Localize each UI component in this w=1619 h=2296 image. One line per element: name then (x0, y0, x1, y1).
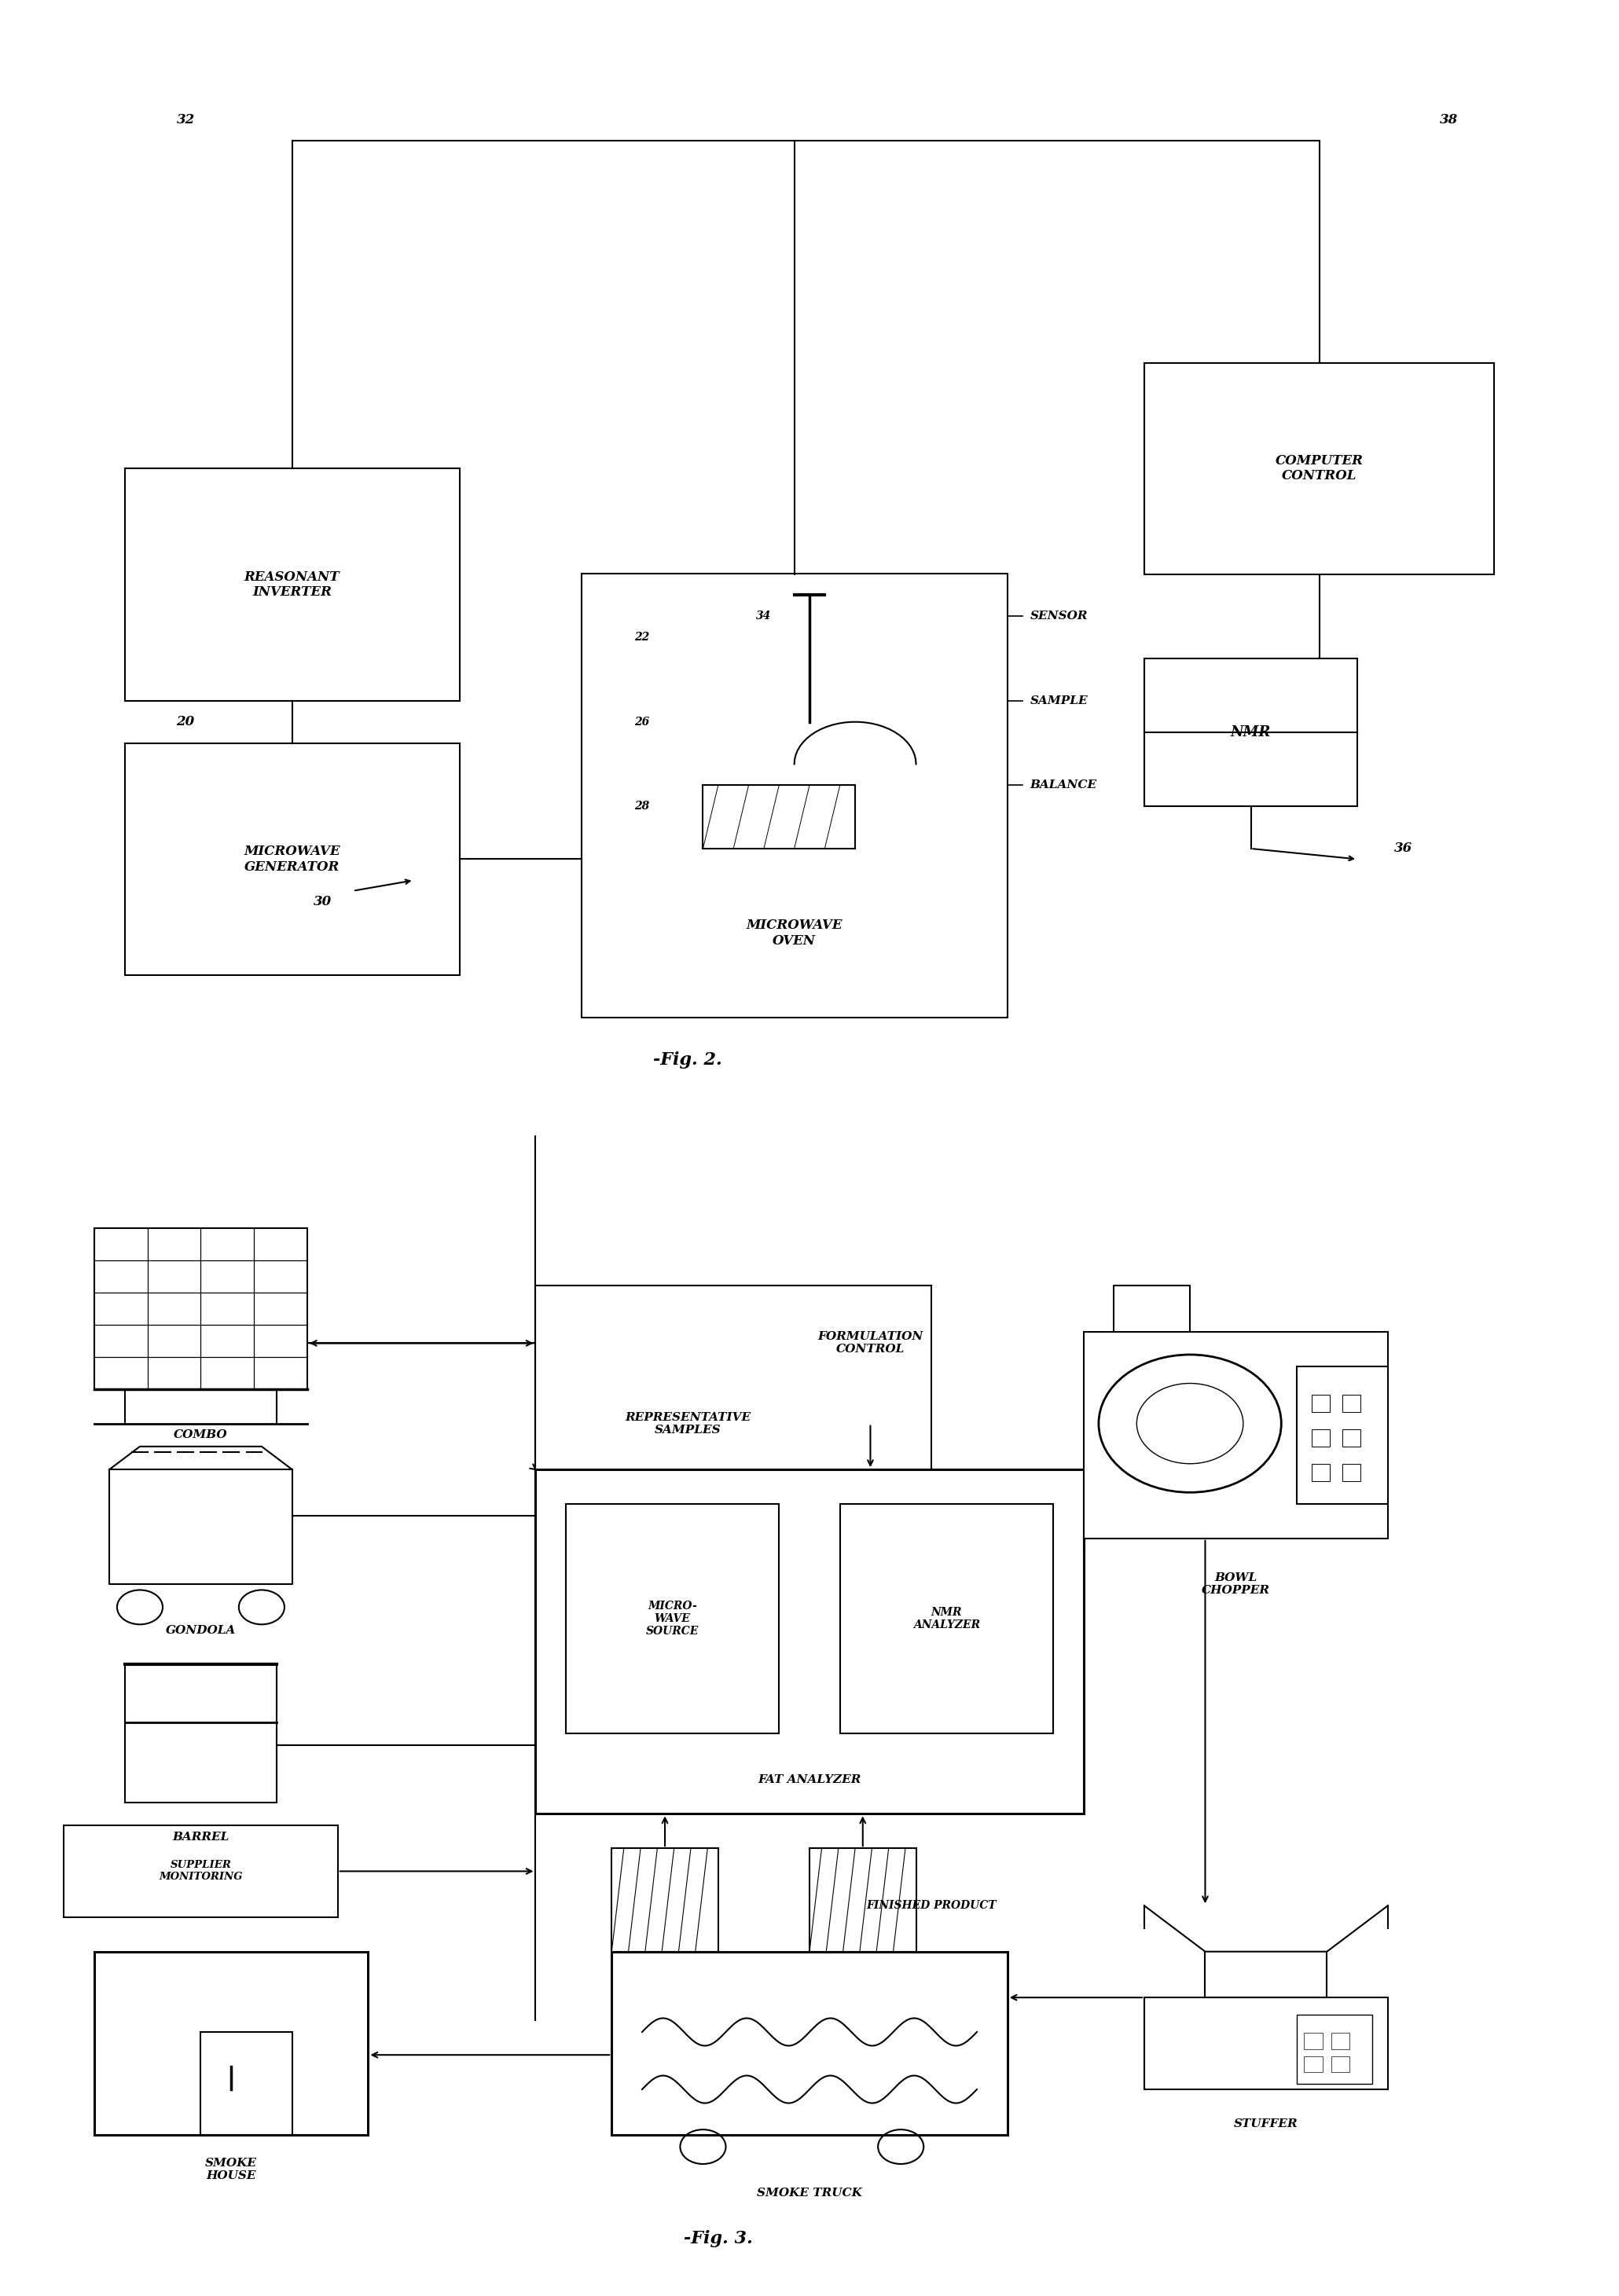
Bar (125, 744, 460, 976)
Bar (1145, 363, 1494, 574)
Text: COMPUTER
CONTROL: COMPUTER CONTROL (1276, 455, 1363, 482)
Bar (94, 1952, 368, 2135)
Text: -Fig. 3.: -Fig. 3. (683, 2229, 753, 2248)
Text: SMOKE
HOUSE: SMOKE HOUSE (206, 2158, 257, 2181)
Bar (612, 1848, 719, 1952)
Text: BALANCE: BALANCE (1030, 781, 1098, 790)
Text: MICROWAVE
OVEN: MICROWAVE OVEN (746, 918, 842, 948)
Bar (703, 785, 855, 850)
Text: NMR: NMR (1230, 726, 1271, 739)
Text: REPRESENTATIVE
SAMPLES: REPRESENTATIVE SAMPLES (625, 1412, 751, 1435)
Bar (581, 574, 1007, 1017)
Text: GONDOLA: GONDOLA (165, 1626, 236, 1635)
Text: 34: 34 (756, 611, 771, 622)
Text: FORMULATION
CONTROL: FORMULATION CONTROL (818, 1332, 923, 1355)
Text: 20: 20 (176, 714, 194, 728)
Text: -Fig. 2.: -Fig. 2. (654, 1052, 722, 1068)
Text: SENSOR: SENSOR (1030, 611, 1088, 622)
Text: FAT ANALYZER: FAT ANALYZER (758, 1775, 861, 1784)
Text: 38: 38 (1439, 113, 1457, 126)
Bar (612, 1952, 1007, 2135)
Bar (63, 1825, 338, 1917)
Bar (94, 1228, 308, 1389)
Bar (1311, 1465, 1329, 1481)
Text: SMOKE TRUCK: SMOKE TRUCK (758, 2188, 861, 2197)
Bar (1311, 1394, 1329, 1412)
Text: 22: 22 (635, 631, 649, 643)
Bar (1083, 1332, 1387, 1538)
Bar (1331, 2057, 1350, 2071)
Text: SAMPLE: SAMPLE (1030, 696, 1088, 707)
Text: BARREL: BARREL (172, 1832, 230, 1841)
Text: FINISHED PRODUCT: FINISHED PRODUCT (866, 1901, 996, 1910)
Bar (1342, 1465, 1360, 1481)
Text: STUFFER: STUFFER (1234, 2119, 1298, 2128)
Bar (125, 468, 460, 700)
Bar (201, 2032, 291, 2135)
Text: 26: 26 (635, 716, 649, 728)
Bar (1342, 1428, 1360, 1446)
Text: BOWL
CHOPPER: BOWL CHOPPER (1201, 1573, 1269, 1596)
Bar (1311, 1428, 1329, 1446)
Text: REASONANT
INVERTER: REASONANT INVERTER (244, 569, 340, 599)
Bar (1297, 2016, 1373, 2085)
Text: MICROWAVE
GENERATOR: MICROWAVE GENERATOR (244, 845, 340, 872)
Bar (1342, 1394, 1360, 1412)
Bar (810, 1848, 916, 1952)
Bar (1303, 2034, 1323, 2048)
Bar (567, 1504, 779, 1733)
Text: NMR
ANALYZER: NMR ANALYZER (913, 1607, 979, 1630)
Text: SUPPLIER
MONITORING: SUPPLIER MONITORING (159, 1860, 243, 1883)
Text: 30: 30 (314, 895, 332, 909)
Bar (1297, 1366, 1387, 1504)
Bar (1331, 2034, 1350, 2048)
Bar (1145, 1998, 1387, 2089)
Text: 32: 32 (176, 113, 194, 126)
Text: MICRO-
WAVE
SOURCE: MICRO- WAVE SOURCE (646, 1600, 699, 1637)
Bar (125, 1665, 277, 1802)
Text: 28: 28 (635, 801, 649, 813)
Bar (840, 1504, 1052, 1733)
Text: 36: 36 (1394, 843, 1412, 856)
Bar (536, 1469, 1083, 1814)
Bar (1145, 659, 1357, 806)
Text: COMBO: COMBO (173, 1430, 228, 1440)
Bar (1303, 2057, 1323, 2071)
